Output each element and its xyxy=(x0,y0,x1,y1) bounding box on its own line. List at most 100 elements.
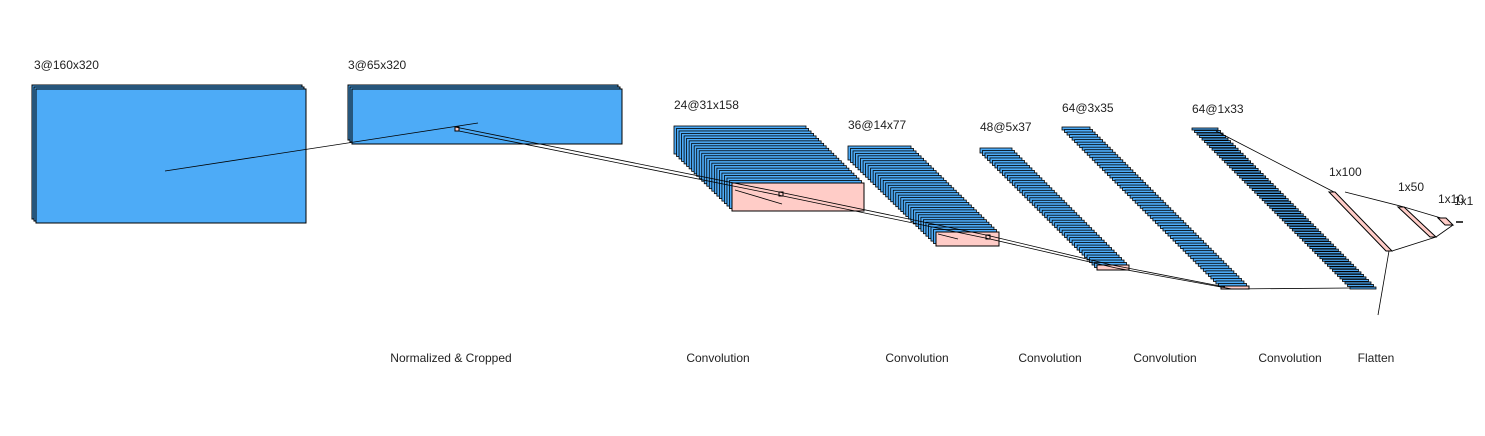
feature-map xyxy=(1271,208,1299,212)
feature-map xyxy=(1276,213,1304,217)
feature-map xyxy=(35,88,307,224)
feature-map xyxy=(1304,241,1332,244)
feature-map xyxy=(1259,195,1287,199)
feature-map xyxy=(1206,142,1234,146)
layer-dense-100: 1x100 xyxy=(1327,165,1394,252)
connector-line xyxy=(458,130,784,197)
feature-map xyxy=(1281,218,1309,222)
feature-map xyxy=(1309,246,1337,250)
feature-map xyxy=(1251,188,1279,191)
feature-map xyxy=(1337,273,1364,277)
feature-map xyxy=(1289,226,1317,229)
feature-map xyxy=(1284,220,1312,224)
feature-map xyxy=(1296,233,1324,237)
connector-line xyxy=(782,195,991,240)
layer-shape-label: 64@1x33 xyxy=(1192,102,1244,116)
layer-dense-10: 1x10 xyxy=(1436,192,1464,226)
feature-map xyxy=(1294,231,1322,234)
connector-line xyxy=(1229,287,1351,290)
feature-map xyxy=(1319,256,1347,260)
feature-map xyxy=(1209,145,1236,149)
operation-labels: Normalized & Cropped Convolution Convolu… xyxy=(390,351,1394,365)
feature-map xyxy=(1301,238,1329,242)
connector-line xyxy=(985,234,1113,266)
connector-line xyxy=(778,191,987,236)
feature-map xyxy=(1266,203,1294,207)
connector-line xyxy=(1111,264,1226,288)
feature-map xyxy=(1216,152,1244,156)
layer-shape-label: 3@65x320 xyxy=(348,58,407,72)
feature-map xyxy=(1286,223,1314,227)
layer-shape-label: 3@160x320 xyxy=(34,58,99,72)
connector-line xyxy=(164,122,479,172)
feature-map xyxy=(1229,165,1257,169)
feature-map xyxy=(1199,135,1226,138)
layer-dense-50: 1x50 xyxy=(1396,180,1438,238)
feature-map xyxy=(1299,236,1327,239)
dense-vector xyxy=(1396,206,1438,238)
feature-map xyxy=(1239,175,1267,179)
layer-output: 1x1 xyxy=(1454,194,1474,223)
feature-map xyxy=(1231,167,1259,171)
feature-map xyxy=(1201,137,1229,141)
feature-map xyxy=(1332,268,1359,272)
feature-map xyxy=(1219,155,1246,159)
feature-map xyxy=(1324,261,1352,265)
kernel-patch xyxy=(731,182,865,212)
layer-shape-label: 64@3x35 xyxy=(1062,101,1114,115)
layer-shape-label: 48@5x37 xyxy=(980,120,1032,134)
feature-map xyxy=(1194,130,1221,133)
operation-label: Flatten xyxy=(1358,351,1395,365)
layer-shape-label: 24@31x158 xyxy=(674,98,739,112)
connector-line xyxy=(1377,250,1390,316)
layer-cropped: 3@65x320 xyxy=(347,58,623,145)
layer-input: 3@160x320 xyxy=(31,58,307,224)
kernel-patch xyxy=(935,231,1000,247)
connector-line xyxy=(989,238,1117,269)
feature-map xyxy=(1244,180,1272,184)
feature-map xyxy=(1249,185,1277,189)
feature-map xyxy=(1191,127,1219,131)
connector-line xyxy=(1391,236,1437,252)
layer-shape-label: 1x50 xyxy=(1398,180,1424,194)
connector-line xyxy=(1115,267,1233,290)
operation-label: Convolution xyxy=(1018,351,1081,365)
operation-label: Convolution xyxy=(686,351,749,365)
feature-map xyxy=(1214,150,1241,154)
connectors xyxy=(164,122,1454,316)
layer-conv4: 64@3x35 xyxy=(1061,101,1250,290)
connector-line xyxy=(454,126,780,193)
connector-line xyxy=(1435,224,1454,238)
feature-map xyxy=(1256,193,1284,197)
dense-vector xyxy=(1436,217,1455,226)
feature-map xyxy=(1224,160,1251,164)
kernel-marker xyxy=(985,234,991,240)
feature-map xyxy=(1246,183,1274,186)
layer-shape-label: 1x1 xyxy=(1454,194,1474,208)
feature-map xyxy=(1279,215,1307,219)
layer-shape-label: 1x100 xyxy=(1329,165,1362,179)
layer-conv5: 64@1x33 xyxy=(1191,102,1377,290)
dense-vector xyxy=(1327,191,1394,252)
connector-line xyxy=(734,189,783,205)
feature-map xyxy=(1236,173,1264,176)
feature-map xyxy=(1269,205,1297,209)
feature-map xyxy=(1334,271,1362,275)
feature-map xyxy=(1327,263,1354,267)
feature-map xyxy=(1221,157,1249,161)
feature-map xyxy=(1342,279,1369,282)
operation-label: Convolution xyxy=(1258,351,1321,365)
feature-map xyxy=(1347,284,1374,287)
layer-shape-label: 36@14x77 xyxy=(848,118,907,132)
layer-conv2: 36@14x77 xyxy=(847,118,1000,247)
feature-map xyxy=(1339,276,1367,280)
feature-map xyxy=(351,88,623,145)
feature-map xyxy=(1196,132,1224,136)
connector-line xyxy=(1403,206,1442,219)
feature-map xyxy=(1264,200,1292,204)
connector-line xyxy=(1215,130,1335,193)
feature-map xyxy=(1241,178,1269,181)
layer-shape-label: 1x10 xyxy=(1438,192,1464,206)
feature-map xyxy=(1317,253,1344,257)
feature-map xyxy=(1329,266,1357,270)
